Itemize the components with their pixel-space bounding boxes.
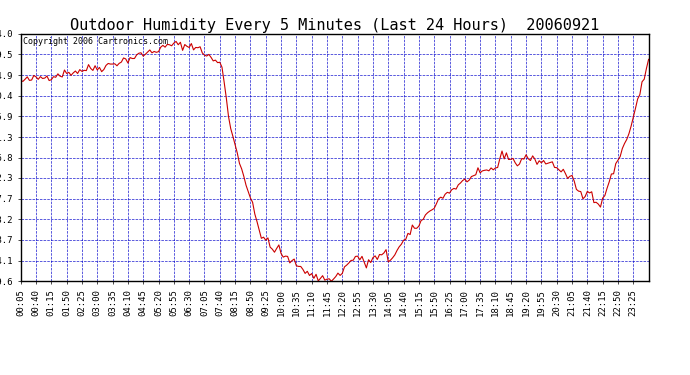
Text: Copyright 2006 Cartronics.com: Copyright 2006 Cartronics.com bbox=[23, 38, 168, 46]
Title: Outdoor Humidity Every 5 Minutes (Last 24 Hours)  20060921: Outdoor Humidity Every 5 Minutes (Last 2… bbox=[70, 18, 600, 33]
